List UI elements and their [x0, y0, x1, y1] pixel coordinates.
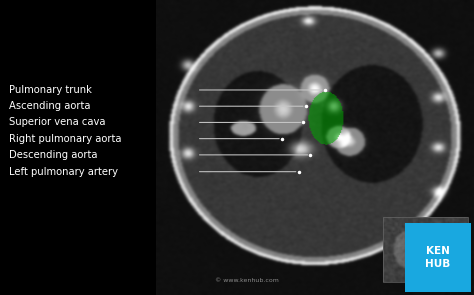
Bar — [405, 223, 471, 292]
Text: Right pulmonary aorta: Right pulmonary aorta — [9, 134, 122, 144]
Text: © www.kenhub.com: © www.kenhub.com — [215, 278, 278, 283]
Text: Pulmonary trunk: Pulmonary trunk — [9, 85, 92, 95]
Text: Left pulmonary artery: Left pulmonary artery — [9, 167, 119, 177]
Text: KEN
HUB: KEN HUB — [425, 246, 451, 269]
Bar — [383, 217, 468, 282]
Text: Superior vena cava: Superior vena cava — [9, 117, 106, 127]
Text: Descending aorta: Descending aorta — [9, 150, 98, 160]
Text: Ascending aorta: Ascending aorta — [9, 101, 91, 111]
